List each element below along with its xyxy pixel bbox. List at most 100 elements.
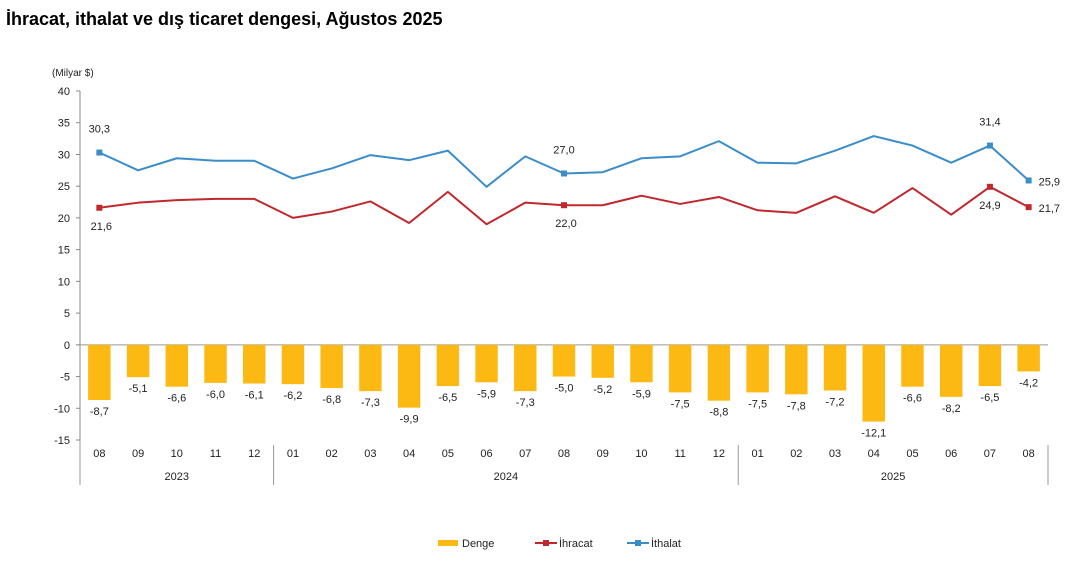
balance-bar bbox=[243, 344, 266, 384]
balance-bar bbox=[552, 344, 576, 377]
legend-marker bbox=[543, 540, 549, 546]
import-marker bbox=[561, 170, 567, 177]
legend-label: Denge bbox=[462, 538, 494, 550]
year-label: 2023 bbox=[165, 471, 189, 483]
bar-value-label: -6,5 bbox=[438, 392, 457, 404]
balance-bar bbox=[901, 344, 924, 387]
x-tick-label: 05 bbox=[906, 448, 918, 460]
balance-bar bbox=[165, 344, 189, 387]
bar-value-label: -7,5 bbox=[748, 398, 767, 410]
balance-bar bbox=[359, 344, 382, 392]
balance-bar bbox=[281, 344, 305, 385]
balance-bar bbox=[126, 344, 150, 378]
bar-value-label: -5,0 bbox=[555, 383, 574, 395]
bar-value-label: -8,8 bbox=[709, 407, 728, 419]
bar-value-label: -5,2 bbox=[593, 384, 612, 396]
y-axis-unit-label: (Milyar $) bbox=[52, 68, 94, 79]
import-value-label: 25,9 bbox=[1039, 176, 1060, 188]
bar-value-label: -6,6 bbox=[903, 393, 922, 405]
y-tick-label: 20 bbox=[58, 213, 70, 225]
bar-value-label: -6,8 bbox=[322, 394, 341, 406]
x-tick-label: 04 bbox=[403, 448, 415, 460]
bar-value-label: -12,1 bbox=[861, 428, 886, 440]
export-value-label: 22,0 bbox=[555, 218, 576, 230]
x-tick-label: 04 bbox=[868, 448, 880, 460]
y-tick-label: 0 bbox=[64, 340, 70, 352]
balance-bar bbox=[823, 344, 847, 391]
balance-bar bbox=[785, 344, 808, 395]
x-tick-label: 11 bbox=[674, 448, 685, 460]
export-marker bbox=[986, 183, 993, 190]
bar-value-label: -4,2 bbox=[1019, 377, 1038, 389]
x-tick-label: 01 bbox=[751, 448, 763, 460]
balance-bar bbox=[204, 344, 227, 383]
x-tick-label: 09 bbox=[597, 448, 609, 460]
balance-bars bbox=[88, 344, 1040, 422]
import-marker bbox=[1025, 177, 1032, 184]
balance-bar bbox=[88, 344, 111, 401]
trade-lines bbox=[96, 135, 1032, 226]
legend-label: İhracat bbox=[559, 537, 593, 550]
export-marker bbox=[96, 204, 103, 211]
x-tick-label: 10 bbox=[635, 448, 647, 460]
bar-value-label: -5,9 bbox=[632, 388, 651, 400]
bar-value-label: -6,1 bbox=[245, 390, 264, 402]
x-tick-label: 10 bbox=[171, 448, 183, 460]
export-value-label: 21,6 bbox=[91, 221, 112, 233]
x-tick-label: 03 bbox=[829, 448, 841, 460]
import-marker bbox=[96, 149, 103, 156]
export-value-label: 24,9 bbox=[979, 200, 1000, 212]
x-tick-label: 07 bbox=[519, 448, 531, 460]
balance-bar bbox=[591, 344, 614, 378]
x-tick-label: 11 bbox=[210, 448, 221, 460]
y-tick-label: -10 bbox=[54, 403, 70, 415]
legend-ihracat: İhracat bbox=[535, 537, 593, 550]
bar-value-label: -6,2 bbox=[283, 390, 302, 402]
year-label: 2025 bbox=[881, 471, 905, 483]
import-value-label: 27,0 bbox=[553, 144, 574, 156]
balance-bar bbox=[939, 344, 963, 397]
x-tick-label: 01 bbox=[287, 448, 299, 460]
bar-value-label: -9,9 bbox=[400, 414, 419, 426]
balance-bar bbox=[668, 344, 692, 393]
balance-bar bbox=[475, 344, 498, 383]
bar-value-label: -6,5 bbox=[980, 392, 999, 404]
x-tick-label: 09 bbox=[132, 448, 144, 460]
bar-value-label: -6,6 bbox=[167, 393, 186, 405]
x-tick-label: 05 bbox=[442, 448, 454, 460]
x-tick-label: 12 bbox=[713, 448, 725, 460]
balance-bar bbox=[630, 344, 653, 383]
y-tick-label: 35 bbox=[58, 118, 70, 130]
chart-axes: 40 35 30 25 20 15 10 5 0 -5 -10 -15 08 09 10 11 12 01 02 03… bbox=[54, 86, 1049, 485]
x-tick-label: 07 bbox=[984, 448, 996, 460]
bar-value-label: -5,9 bbox=[477, 388, 496, 400]
y-tick-label: -15 bbox=[54, 435, 70, 447]
chart-legend: Denge İhracat İthalat bbox=[438, 537, 681, 550]
bar-value-label: -7,3 bbox=[516, 397, 535, 409]
bar-value-label: -7,3 bbox=[361, 397, 380, 409]
x-tick-label: 02 bbox=[326, 448, 338, 460]
balance-bar bbox=[707, 344, 731, 401]
legend-swatch bbox=[438, 540, 458, 546]
x-tick-label: 06 bbox=[480, 448, 492, 460]
x-tick-label: 08 bbox=[558, 448, 570, 460]
balance-bar bbox=[514, 344, 537, 392]
data-labels: -8,7 -5,1 -6,6 -6,0 -6,1 -6,2 -6,8 -7,3 -9,9 -6,5… bbox=[89, 117, 1060, 440]
y-tick-label: 30 bbox=[58, 149, 70, 161]
bar-value-label: -8,2 bbox=[942, 403, 961, 415]
bar-value-label: -7,2 bbox=[826, 397, 845, 409]
x-tick-label: 03 bbox=[364, 448, 376, 460]
bar-value-label: -8,7 bbox=[90, 406, 109, 418]
legend-label: İthalat bbox=[651, 537, 681, 550]
chart-title: İhracat, ithalat ve dış ticaret dengesi,… bbox=[6, 9, 443, 29]
balance-bar bbox=[746, 344, 769, 393]
balance-bar bbox=[397, 344, 421, 408]
balance-bar bbox=[320, 344, 343, 388]
year-label: 2024 bbox=[494, 471, 518, 483]
balance-bar bbox=[978, 344, 1002, 387]
y-tick-label: 25 bbox=[58, 181, 70, 193]
y-tick-label: -5 bbox=[60, 372, 70, 384]
legend-marker bbox=[635, 540, 641, 546]
import-marker bbox=[986, 142, 993, 149]
